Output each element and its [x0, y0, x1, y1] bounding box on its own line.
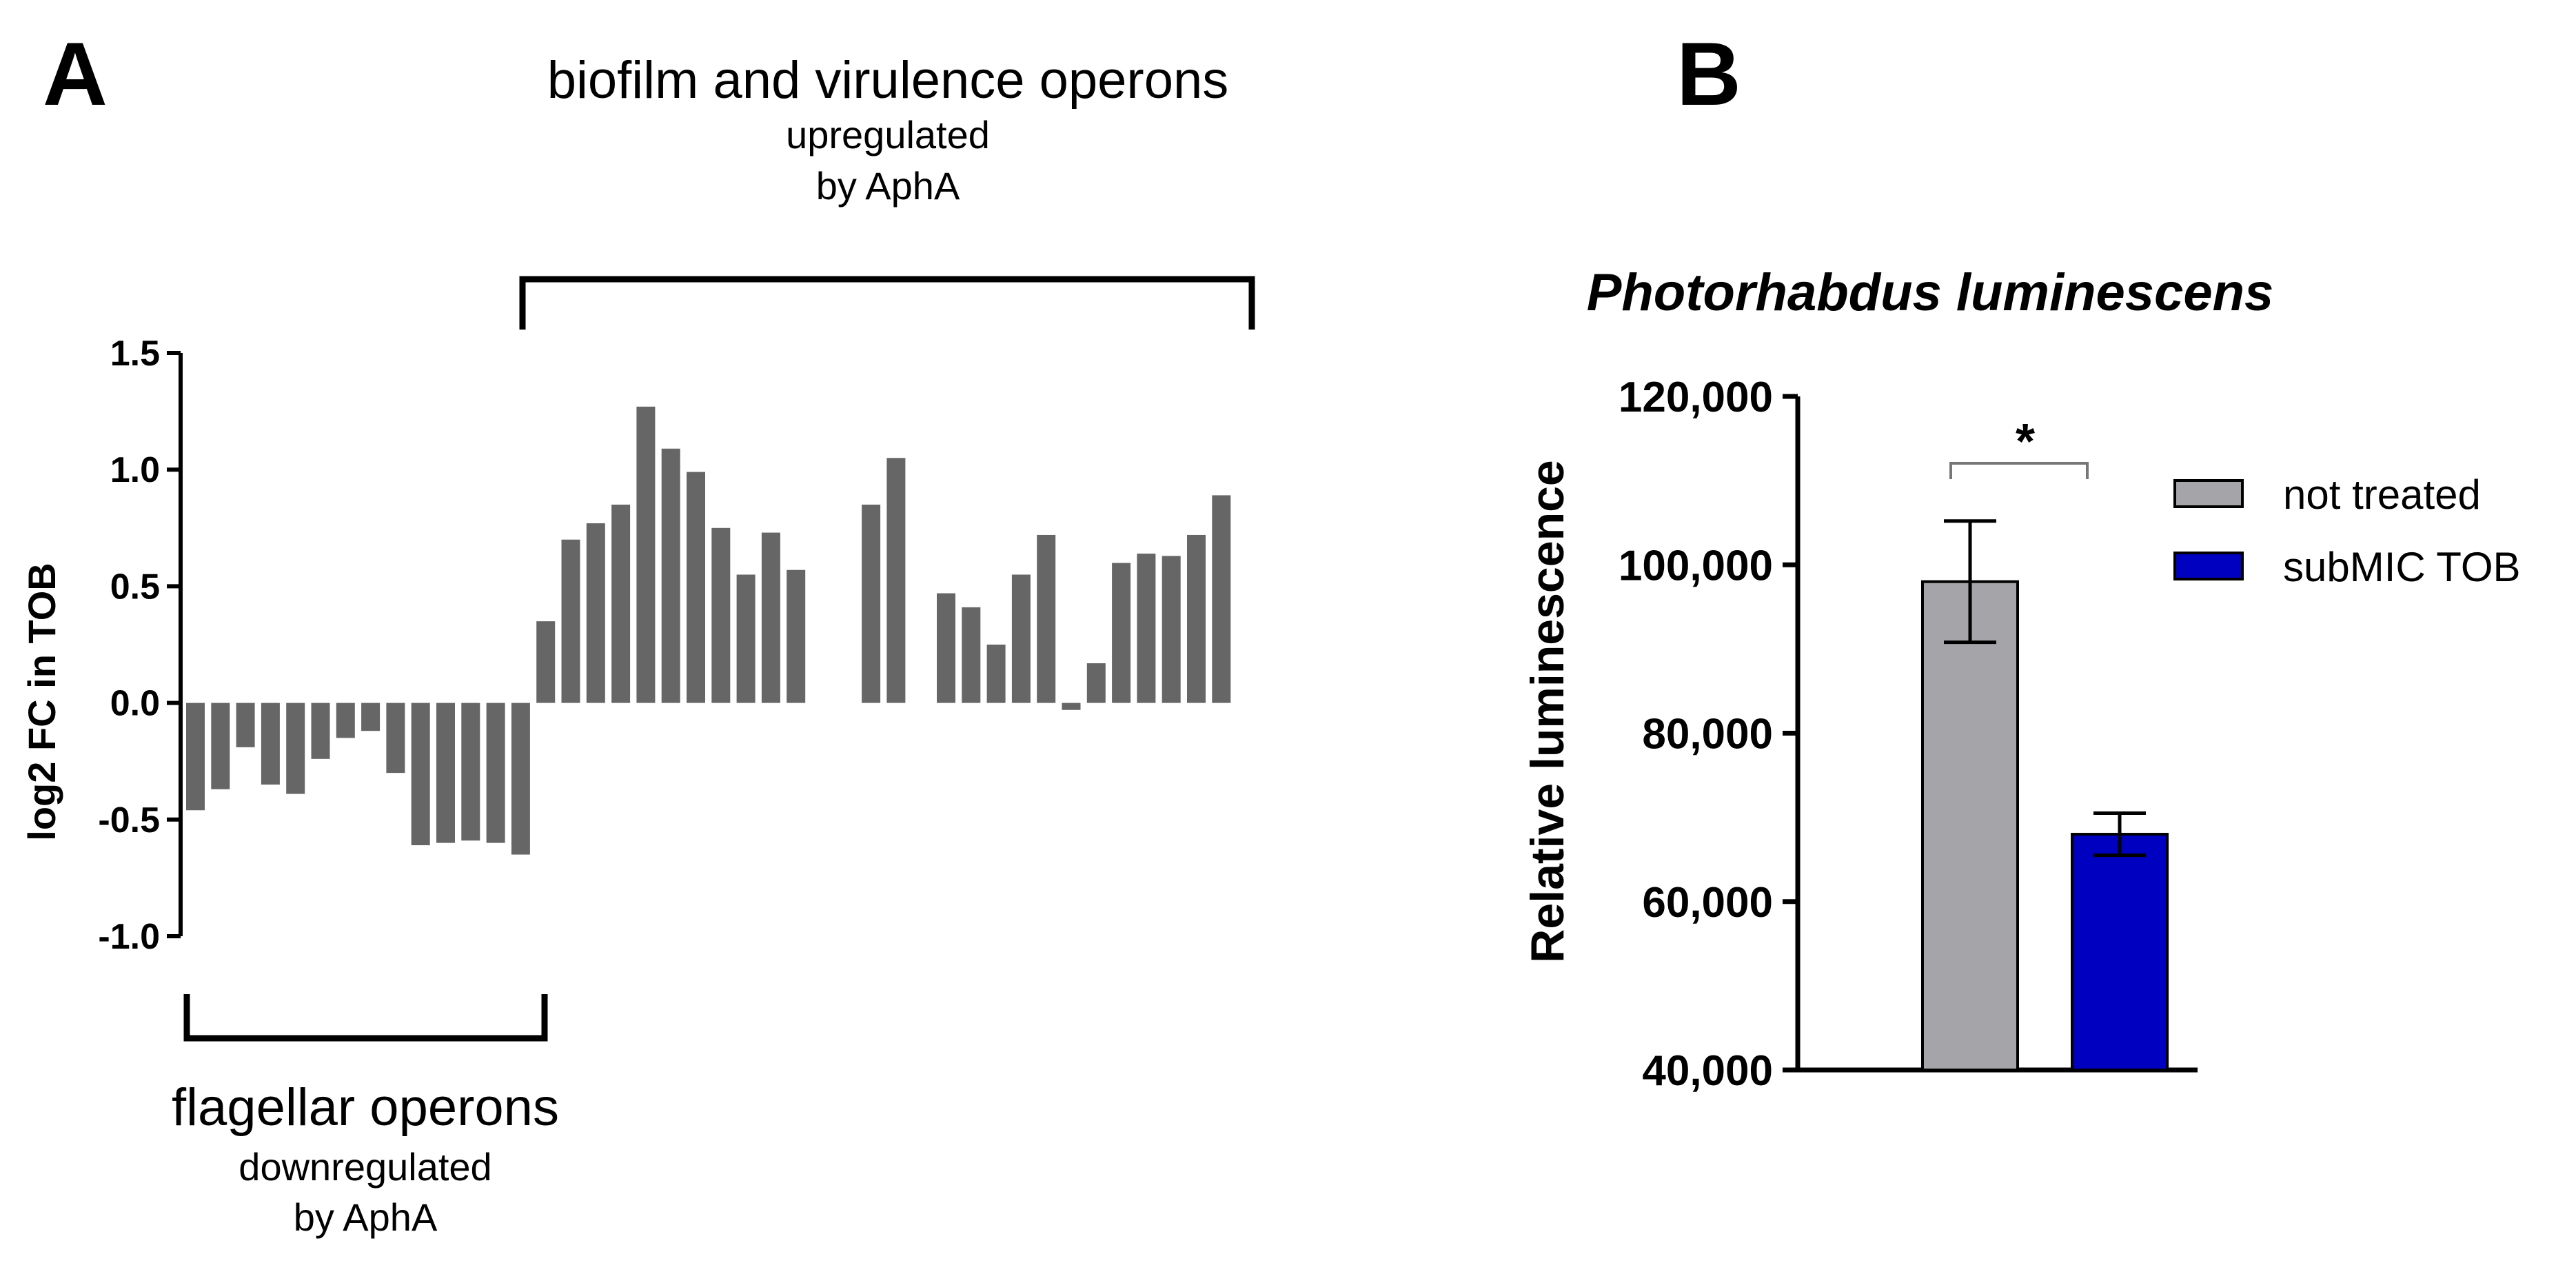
panel-a-bar — [511, 703, 530, 855]
panel-a-bar — [1112, 563, 1131, 703]
panel-a-y-tick-label: -0.5 — [98, 800, 160, 840]
lower-group-subtitle: downregulated — [239, 1145, 491, 1189]
upper-group-subtitle-2: by AphA — [816, 164, 960, 208]
panel-a-bar — [1162, 556, 1181, 703]
upper-group-bracket — [519, 276, 1255, 330]
panel-b-y-tick-label: 100,000 — [1619, 542, 1773, 589]
panel-a-bar — [236, 703, 255, 747]
panel-a-y-tick-label: 0.5 — [110, 567, 160, 607]
panel-a-bar — [361, 703, 381, 731]
panel-b-y-tick-label: 80,000 — [1642, 711, 1773, 758]
panel-a-bar — [1086, 663, 1106, 703]
panel-a-bar — [1212, 495, 1231, 703]
panel-b-title: Photorhabdus luminescens — [1587, 263, 2274, 322]
panel-a-bar — [461, 703, 480, 841]
panel-a-bar — [661, 448, 680, 703]
panel-a-bar — [636, 406, 656, 703]
panel-a-y-axis-label: log2 FC in TOB — [20, 563, 63, 840]
upper-group-title: biofilm and virulence operons — [547, 51, 1229, 110]
legend-swatch-not-treated — [2173, 479, 2244, 508]
panel-a-bar — [386, 703, 405, 774]
panel-b-y-tick-label: 40,000 — [1642, 1047, 1773, 1095]
lower-group-bracket — [183, 994, 548, 1042]
panel-b-y-axis: 120,000 100,000 80,000 60,000 40,000 — [1619, 374, 2198, 1095]
panel-b-y-tick-label: 120,000 — [1619, 374, 1773, 421]
panel-a-bars — [186, 406, 1231, 855]
panel-a-bar — [186, 703, 205, 811]
panel-a-bar — [962, 607, 981, 703]
panel-a-y-tick-label: -1.0 — [98, 917, 160, 957]
panel-b-bar — [2071, 833, 2169, 1072]
panel-b-bars — [1921, 519, 2169, 1072]
panel-a-letter: A — [43, 23, 108, 124]
panel-b-y-tick-label: 60,000 — [1642, 879, 1773, 927]
panel-a-bar — [286, 703, 305, 794]
panel-a-bar — [1062, 703, 1081, 710]
panel-a-bar — [611, 504, 631, 703]
panel-b-letter: B — [1676, 23, 1741, 124]
panel-a-bar — [536, 621, 556, 703]
panel-a-bar — [787, 569, 806, 703]
panel-a-bar — [486, 703, 505, 843]
panel-a-bar — [1187, 534, 1206, 703]
panel-a-bar — [561, 539, 580, 703]
panel-a-bar — [687, 472, 705, 703]
legend-label-submic-tob: subMIC TOB — [2283, 544, 2521, 590]
panel-a-bar — [586, 523, 605, 703]
panel-a-bar — [411, 703, 430, 846]
panel-a-bar — [311, 703, 330, 759]
panel-a-bar — [1037, 534, 1056, 703]
legend-swatch-submic-tob — [2173, 552, 2244, 580]
panel-a-bar — [1137, 554, 1156, 703]
panel-a-bar — [986, 645, 1006, 703]
panel-a: A biofilm and virulence operons upregula… — [20, 23, 1255, 1239]
panel-a-bar — [937, 593, 955, 703]
panel-a-bar — [211, 703, 230, 789]
panel-a-bar — [436, 703, 455, 843]
panel-a-bar — [261, 703, 280, 785]
panel-b: B Photorhabdus luminescens Relative lumi… — [1521, 23, 2521, 1095]
panel-a-bar — [711, 527, 731, 703]
panel-a-bar — [736, 574, 755, 703]
upper-group-subtitle: upregulated — [786, 113, 990, 156]
panel-a-bar — [336, 703, 355, 738]
panel-a-bar — [862, 504, 881, 703]
significance-star: * — [2016, 414, 2035, 469]
panel-b-y-axis-label: Relative luminescence — [1521, 460, 1574, 962]
legend-label-not-treated: not treated — [2283, 472, 2481, 518]
panel-b-bar — [1921, 580, 2019, 1071]
panel-a-y-tick-label: 1.0 — [110, 450, 160, 490]
panel-a-y-tick-label: 1.5 — [110, 334, 160, 374]
significance-bracket: * — [1949, 414, 2089, 479]
panel-a-y-axis: 1.5 1.0 0.5 0.0 -0.5 -1.0 — [98, 334, 183, 957]
panel-a-bar — [1011, 574, 1031, 703]
lower-group-title: flagellar operons — [172, 1078, 559, 1137]
panel-a-y-tick-label: 0.0 — [110, 684, 160, 724]
panel-a-bar — [886, 458, 906, 703]
panel-b-legend: not treated subMIC TOB — [2173, 472, 2521, 590]
lower-group-subtitle-2: by AphA — [294, 1195, 438, 1239]
panel-a-bar — [761, 532, 780, 703]
